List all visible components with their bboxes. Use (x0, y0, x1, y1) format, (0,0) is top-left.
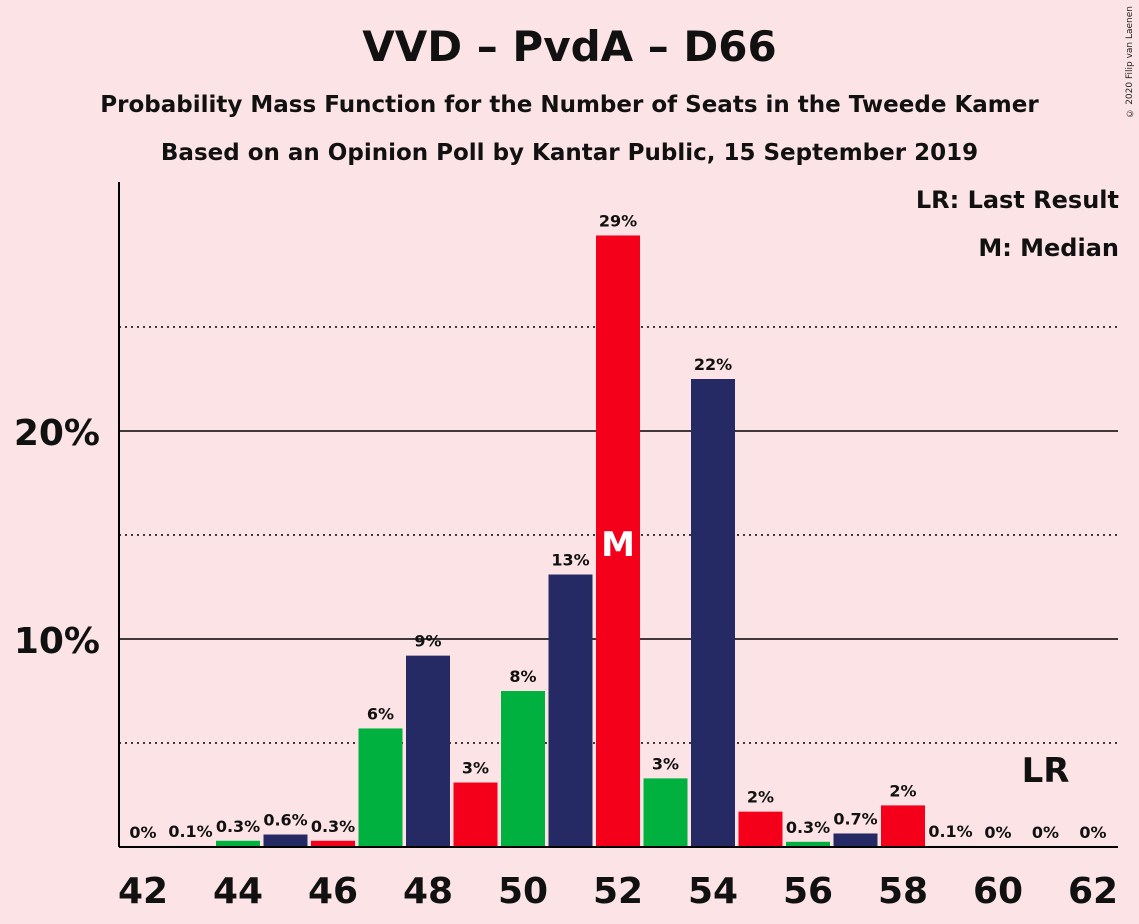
bar-value-label: 0% (1032, 823, 1059, 842)
bar-value-label: 2% (747, 788, 774, 807)
bar-value-label: 0.3% (216, 817, 260, 836)
bar-value-label: 3% (652, 754, 679, 773)
bar-value-label: 0.3% (786, 818, 830, 837)
bar-value-label: 22% (694, 355, 732, 374)
bar-value-label: 6% (367, 704, 394, 723)
bar (691, 379, 735, 847)
bar (453, 782, 498, 847)
x-tick-label: 60 (973, 871, 1023, 912)
bar-value-label: 0% (984, 823, 1011, 842)
chart-subtitle-source: Based on an Opinion Poll by Kantar Publi… (160, 140, 979, 166)
bar-value-label: 3% (462, 759, 489, 778)
x-tick-label: 62 (1068, 871, 1118, 912)
bar (596, 235, 640, 848)
bar (786, 841, 830, 847)
bar (548, 574, 593, 847)
bar (881, 805, 925, 847)
bar (311, 840, 355, 847)
bar-value-label: 9% (414, 632, 441, 651)
x-tick-label: 50 (498, 871, 548, 912)
bar (833, 833, 878, 847)
bar-value-label: 13% (551, 551, 589, 570)
median-marker: M (601, 525, 635, 565)
bar-value-label: 0.7% (833, 809, 877, 828)
x-tick-label: 56 (783, 871, 833, 912)
bar (358, 728, 403, 847)
chart-title: VVD – PvdA – D66 (362, 22, 777, 71)
bar-value-label: 0.3% (311, 817, 355, 836)
bar (406, 655, 450, 847)
bar (738, 811, 783, 847)
bar (216, 840, 260, 847)
x-tick-label: 52 (593, 871, 643, 912)
x-tick-label: 58 (878, 871, 928, 912)
x-tick-label: 48 (403, 871, 453, 912)
bar-value-label: 29% (599, 211, 637, 230)
x-tick-label: 44 (213, 871, 263, 912)
y-tick-label: 10% (14, 621, 100, 662)
x-tick-label: 42 (118, 871, 168, 912)
bar (501, 691, 545, 847)
bar-value-label: 0% (1079, 823, 1106, 842)
legend-median: M: Median (978, 234, 1119, 262)
bar (263, 834, 308, 847)
bar-value-label: 0.6% (263, 811, 307, 830)
x-tick-label: 46 (308, 871, 358, 912)
last-result-marker: LR (1022, 751, 1070, 791)
bar-value-label: 2% (889, 781, 916, 800)
bar-value-label: 0.1% (168, 822, 212, 841)
x-tick-label: 54 (688, 871, 738, 912)
bar-value-label: 8% (509, 667, 536, 686)
bar (643, 778, 688, 847)
y-tick-label: 20% (14, 413, 100, 454)
chart-subtitle: Probability Mass Function for the Number… (100, 92, 1039, 118)
bar-value-label: 0% (129, 823, 156, 842)
bar-value-label: 0.1% (928, 822, 972, 841)
legend-last-result: LR: Last Result (915, 186, 1119, 214)
